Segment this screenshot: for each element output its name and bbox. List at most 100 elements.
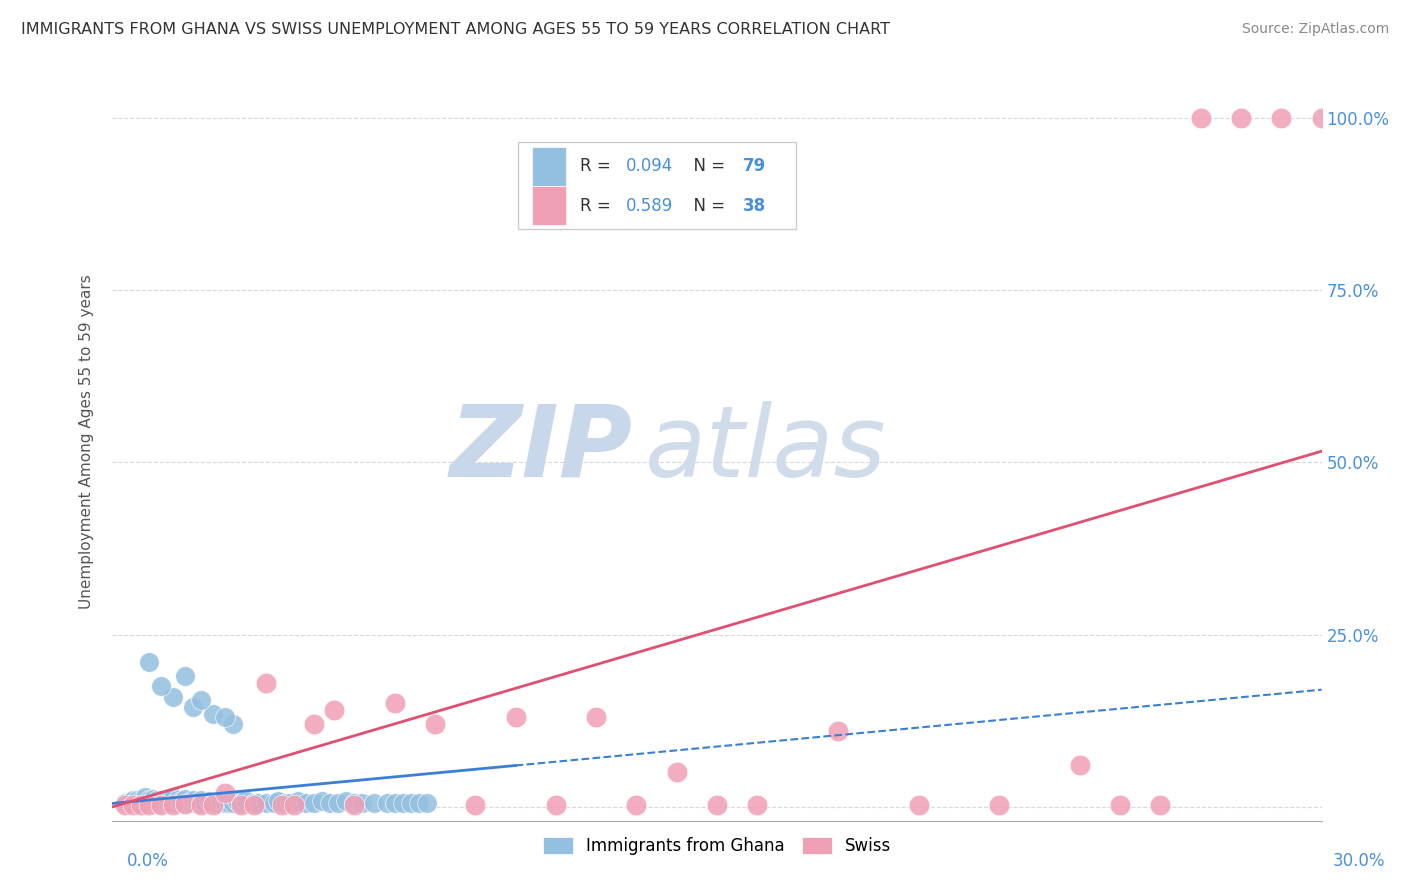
Point: [222, 717, 245, 731]
Point: [335, 794, 357, 808]
Text: IMMIGRANTS FROM GHANA VS SWISS UNEMPLOYMENT AMONG AGES 55 TO 59 YEARS CORRELATIO: IMMIGRANTS FROM GHANA VS SWISS UNEMPLOYM…: [21, 22, 890, 37]
Point: [138, 797, 160, 811]
Point: [235, 793, 257, 807]
Point: [363, 797, 385, 811]
Point: [384, 797, 406, 811]
Point: [226, 794, 249, 808]
Text: 79: 79: [742, 158, 766, 176]
Point: [134, 797, 156, 811]
Point: [162, 789, 184, 804]
Point: [1189, 111, 1212, 125]
Point: [706, 798, 728, 813]
Point: [114, 798, 136, 813]
Point: [129, 798, 152, 813]
Point: [174, 669, 197, 683]
Point: [231, 798, 253, 813]
Text: 0.0%: 0.0%: [127, 852, 169, 870]
Point: [278, 797, 301, 811]
Point: [121, 798, 143, 813]
Point: [585, 710, 607, 724]
Point: [222, 797, 245, 811]
Text: N =: N =: [683, 197, 731, 215]
Point: [283, 797, 305, 812]
Point: [254, 797, 277, 811]
Point: [328, 797, 350, 811]
Point: [1270, 111, 1292, 125]
Text: 0.094: 0.094: [626, 158, 673, 176]
Point: [267, 794, 290, 808]
Text: R =: R =: [581, 158, 616, 176]
Point: [121, 793, 143, 807]
Point: [988, 798, 1011, 813]
Point: [218, 797, 240, 811]
Point: [166, 797, 188, 811]
Point: [295, 797, 318, 811]
Point: [142, 794, 165, 808]
Point: [302, 797, 325, 811]
Point: [190, 693, 212, 707]
FancyBboxPatch shape: [531, 186, 565, 226]
Point: [263, 797, 285, 811]
Point: [190, 793, 212, 807]
Text: ZIP: ZIP: [450, 401, 633, 498]
Point: [149, 797, 172, 812]
Point: [323, 703, 346, 717]
Point: [202, 706, 225, 721]
Point: [399, 797, 422, 811]
Point: [125, 797, 148, 811]
Point: [1109, 798, 1132, 813]
Point: [142, 791, 165, 805]
Point: [177, 797, 200, 811]
Point: [270, 798, 292, 813]
Point: [1310, 111, 1333, 125]
Point: [181, 797, 204, 811]
Point: [181, 699, 204, 714]
Point: [170, 794, 193, 808]
Point: [134, 794, 156, 808]
Point: [142, 797, 165, 811]
Point: [209, 794, 232, 808]
Point: [274, 797, 297, 811]
Point: [626, 798, 648, 813]
Point: [125, 793, 148, 807]
Point: [134, 789, 156, 804]
Legend: Immigrants from Ghana, Swiss: Immigrants from Ghana, Swiss: [536, 830, 898, 862]
Text: 38: 38: [742, 197, 766, 215]
Point: [138, 793, 160, 807]
Point: [505, 710, 527, 724]
Point: [174, 797, 197, 811]
Point: [544, 798, 567, 813]
Point: [138, 655, 160, 669]
Point: [114, 797, 136, 811]
FancyBboxPatch shape: [531, 147, 565, 186]
Point: [149, 797, 172, 811]
Point: [174, 797, 197, 811]
Point: [181, 793, 204, 807]
Point: [186, 797, 208, 811]
Point: [907, 798, 929, 813]
Point: [1069, 758, 1091, 772]
Point: [138, 798, 160, 813]
Text: 30.0%: 30.0%: [1333, 852, 1385, 870]
Point: [827, 724, 849, 739]
Text: 0.589: 0.589: [626, 197, 673, 215]
Point: [202, 797, 225, 811]
Point: [311, 794, 333, 808]
Text: atlas: atlas: [644, 401, 886, 498]
Point: [198, 794, 221, 808]
Point: [408, 797, 430, 811]
Point: [343, 797, 366, 811]
Point: [214, 710, 236, 724]
Point: [121, 797, 143, 811]
Point: [464, 798, 486, 813]
Point: [129, 797, 152, 811]
Point: [146, 797, 169, 811]
Point: [174, 791, 197, 805]
Point: [231, 797, 253, 811]
Point: [254, 675, 277, 690]
Point: [375, 797, 398, 811]
Point: [157, 793, 180, 807]
Point: [1230, 111, 1253, 125]
Point: [384, 697, 406, 711]
Point: [343, 798, 366, 813]
